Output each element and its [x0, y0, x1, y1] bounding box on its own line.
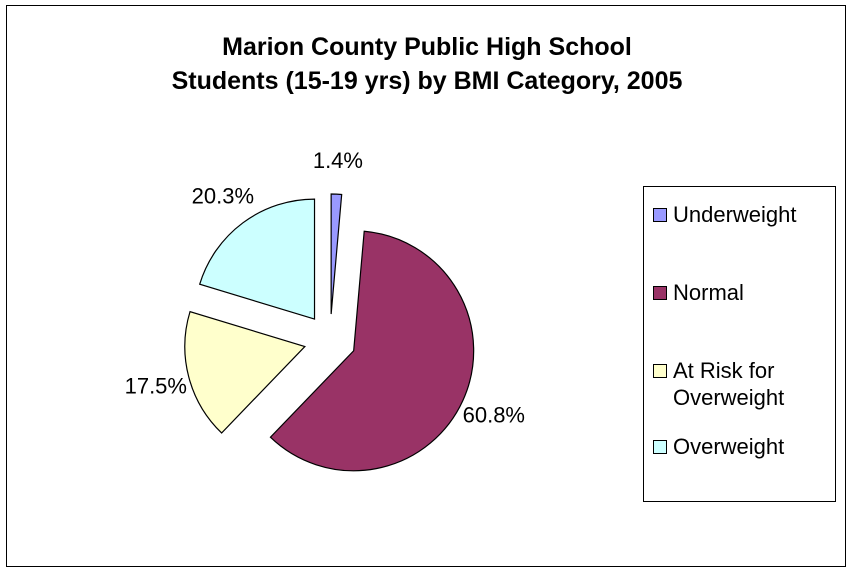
pie-slice-at-risk-for-overweight [184, 310, 306, 434]
pie-slice-overweight [198, 198, 316, 320]
legend-label: Overweight [673, 433, 784, 460]
legend-swatch [653, 440, 667, 454]
legend-swatch [653, 364, 667, 378]
legend-label-line: Underweight [673, 202, 797, 227]
legend-label: Underweight [673, 201, 797, 228]
chart-legend: Underweight Normal At Risk for Overweight Ov… [643, 186, 836, 502]
legend-item-at-risk-for-overweight: At Risk for Overweight [653, 357, 784, 411]
chart-title-line-2: Students (15-19 yrs) by BMI Category, 20… [171, 67, 683, 95]
legend-label-line: Overweight [673, 434, 785, 459]
pie-slice-normal [269, 230, 475, 472]
legend-item-normal: Normal [653, 279, 744, 306]
legend-item-underweight: Underweight [653, 201, 797, 228]
legend-label-line: Overweight [673, 385, 785, 410]
data-label-underweight: 1.4% [313, 148, 363, 173]
pie-slice-underweight [330, 193, 343, 315]
legend-swatch [653, 286, 667, 300]
data-label-overweight: 20.3% [192, 183, 254, 208]
data-label-at-risk-for-overweight: 17.5% [125, 373, 187, 398]
legend-item-overweight: Overweight [653, 433, 784, 460]
chart-title-line-1: Marion County Public High School [222, 33, 632, 61]
legend-label-line: Normal [673, 280, 744, 305]
data-label-normal: 60.8% [463, 403, 525, 428]
legend-label: At Risk for Overweight [673, 357, 784, 411]
legend-label: Normal [673, 279, 744, 306]
legend-swatch [653, 208, 667, 222]
chart-title: Marion County Public High School Student… [0, 30, 854, 98]
legend-label-line: At Risk for [673, 358, 775, 383]
